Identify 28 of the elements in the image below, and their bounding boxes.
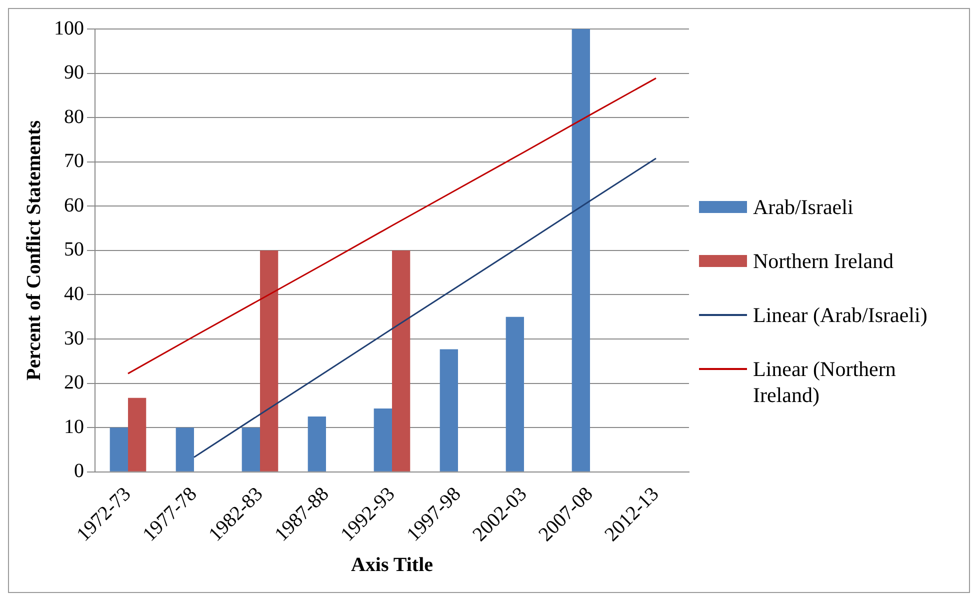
bar <box>110 428 128 472</box>
y-tick-label: 30 <box>64 327 84 350</box>
bar <box>392 250 410 472</box>
y-tick-label: 100 <box>54 17 84 40</box>
legend-label: Northern Ireland <box>753 248 894 274</box>
y-tick-label: 70 <box>64 150 84 172</box>
y-tick-label: 0 <box>74 460 84 482</box>
legend-label: Arab/Israeli <box>753 194 854 220</box>
bar <box>374 408 392 472</box>
bar <box>176 428 194 472</box>
y-tick-label: 60 <box>64 194 84 216</box>
bar <box>308 416 326 472</box>
bar <box>128 398 146 472</box>
bar <box>572 29 590 472</box>
y-tick-label: 50 <box>64 238 84 261</box>
y-tick-label: 90 <box>64 62 84 84</box>
y-tick-label: 40 <box>64 282 84 305</box>
y-tick-label: 20 <box>64 372 84 394</box>
y-tick-label: 80 <box>64 106 84 128</box>
x-axis-title: Axis Title <box>350 554 434 576</box>
legend-label: Linear (Northern Ireland) <box>753 356 897 408</box>
y-axis-title: Percent of Conflict Statements <box>23 120 46 380</box>
bar <box>440 349 458 472</box>
y-tick-label: 10 <box>64 416 84 438</box>
legend-label: Linear (Arab/Israeli) <box>753 302 928 328</box>
bar <box>260 250 278 472</box>
bar <box>242 428 260 472</box>
bar <box>506 316 524 472</box>
